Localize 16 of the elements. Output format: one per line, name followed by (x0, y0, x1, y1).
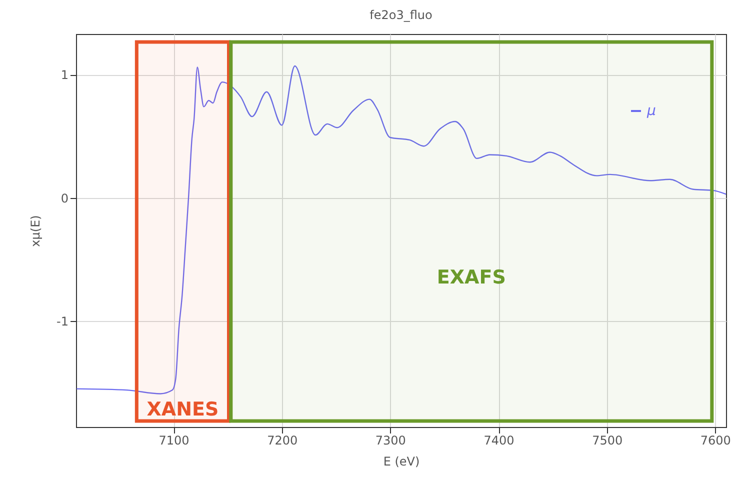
band-label: XANES (146, 398, 219, 420)
y-tick-label: 1 (60, 68, 68, 82)
legend-label: μ (646, 103, 656, 119)
x-tick-label: 7300 (375, 434, 406, 448)
y-tick-label: 0 (60, 191, 68, 206)
x-tick-label: 7100 (158, 434, 190, 448)
line-series (76, 65, 727, 394)
x-axis-title: E (eV) (383, 454, 420, 468)
x-tick-label: 7200 (267, 434, 298, 448)
band-label: EXAFS (436, 266, 506, 289)
x-tick-label: 7400 (484, 434, 514, 448)
y-tick-label: -1 (56, 314, 68, 329)
x-tick-label: 7600 (700, 434, 731, 448)
chart-title: fe2o3_fluo (370, 8, 432, 22)
y-axis-title: xμ(E) (28, 215, 43, 247)
x-tick-label: 7500 (592, 434, 623, 448)
